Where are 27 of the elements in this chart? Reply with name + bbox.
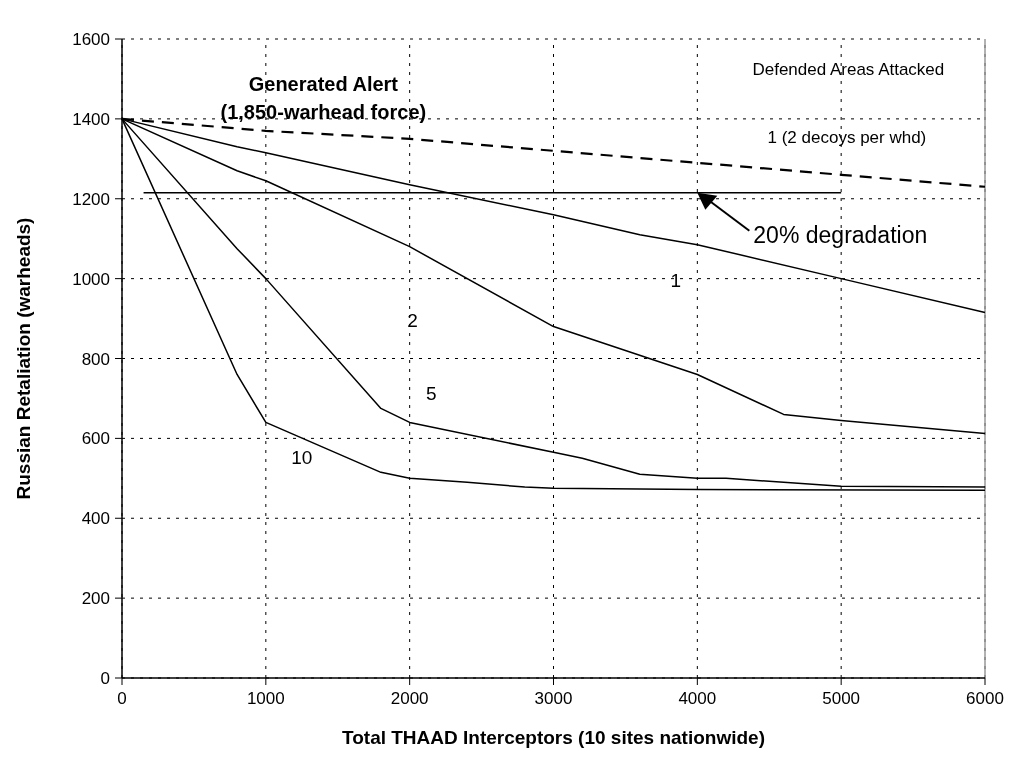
x-tick-label: 1000	[246, 689, 285, 708]
y-tick-label: 800	[81, 349, 110, 369]
x-tick-label: 2000	[390, 689, 429, 708]
x-tick-label: 6000	[966, 689, 1004, 708]
series-label: 1 (2 decoys per whd)	[767, 127, 927, 147]
y-tick-label: 0	[100, 669, 110, 688]
y-tick-label: 600	[81, 429, 110, 449]
text: Generated Alert	[248, 72, 399, 95]
y-tick-label: 1600	[72, 30, 110, 49]
x-tick-label: 0	[117, 689, 127, 708]
x-tick-label: 3000	[534, 689, 573, 708]
annotation: Defended Areas Attacked	[752, 59, 945, 79]
series-label: 1	[670, 269, 682, 291]
x-axis-title: Total THAAD Interceptors (10 sites nationwide)	[342, 727, 765, 748]
text: (1,850-warhead force)	[220, 100, 427, 123]
text: 2	[407, 309, 418, 331]
series-label: 5	[425, 383, 437, 405]
x-tick-label: 5000	[822, 689, 861, 708]
annotation: 20% degradation	[753, 221, 928, 248]
y-tick-label: 1200	[72, 189, 110, 209]
x-tick-label: 4000	[678, 689, 717, 708]
y-tick-label: 1000	[72, 269, 110, 289]
series-label: 10	[291, 447, 313, 469]
y-axis-title: Russian Retaliation (warheads)	[13, 217, 34, 500]
y-tick-label: 200	[81, 589, 110, 609]
y-tick-label: 1400	[72, 109, 110, 129]
y-tick-label: 400	[81, 509, 110, 529]
